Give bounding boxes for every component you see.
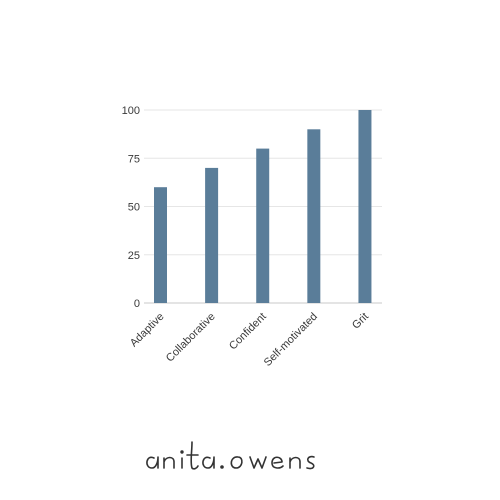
- bar-adaptive: [154, 187, 167, 303]
- x-tick-label: Collaborative: [164, 311, 218, 365]
- x-tick-label: Grit: [350, 311, 371, 332]
- x-tick-label: Adaptive: [128, 311, 167, 350]
- bar-grit: [358, 110, 372, 303]
- x-tick-label: Self-motivated: [262, 311, 320, 369]
- bar-confident: [256, 148, 270, 303]
- signature: [0, 424, 500, 480]
- y-tick-label: 0: [134, 298, 140, 310]
- signature-handwriting: [146, 441, 315, 470]
- y-tick-label: 75: [128, 153, 140, 165]
- bars: [154, 110, 372, 303]
- y-tick-label: 50: [128, 202, 140, 214]
- x-tick-label: Confident: [227, 311, 269, 353]
- y-tick-label: 100: [122, 105, 140, 117]
- y-axis-ticks: 0 25 50 75 100: [122, 105, 140, 310]
- y-tick-label: 25: [128, 250, 140, 262]
- bar-collaborative: [205, 167, 219, 303]
- bar-self-motivated: [307, 129, 321, 303]
